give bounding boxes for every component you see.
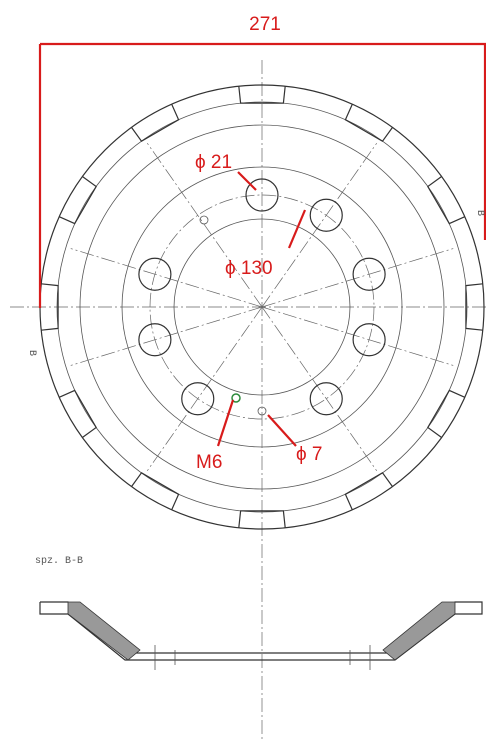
section-marker: B bbox=[26, 350, 37, 356]
dimension-label: ϕ 21 bbox=[195, 152, 232, 173]
section-view bbox=[40, 602, 482, 670]
dimension-label: M6 bbox=[196, 452, 222, 473]
section-hatch bbox=[68, 602, 140, 660]
dimension-label: ϕ 7 bbox=[296, 444, 323, 465]
section-caption: spz. B-B bbox=[35, 556, 83, 567]
leader-line bbox=[218, 400, 233, 446]
leader-line bbox=[268, 415, 296, 446]
center-line bbox=[262, 249, 453, 307]
drawing: 271 ϕ 21 ϕ 130 M6 ϕ 7 B B spz. B-B bbox=[0, 0, 486, 740]
dimension-label: ϕ 130 bbox=[225, 258, 273, 279]
center-line bbox=[262, 307, 453, 365]
section-hatch bbox=[383, 602, 455, 660]
center-line bbox=[71, 307, 262, 365]
section-marker: B bbox=[474, 210, 485, 216]
dimension-label: 271 bbox=[249, 14, 281, 35]
